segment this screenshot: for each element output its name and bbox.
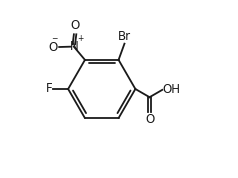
Text: O: O [145, 113, 154, 126]
Text: OH: OH [163, 83, 181, 96]
Text: +: + [77, 34, 84, 43]
Text: O: O [48, 41, 57, 54]
Text: Br: Br [118, 30, 131, 43]
Text: F: F [46, 82, 53, 96]
Text: −: − [51, 35, 58, 44]
Text: O: O [70, 19, 80, 32]
Text: N: N [69, 40, 78, 53]
